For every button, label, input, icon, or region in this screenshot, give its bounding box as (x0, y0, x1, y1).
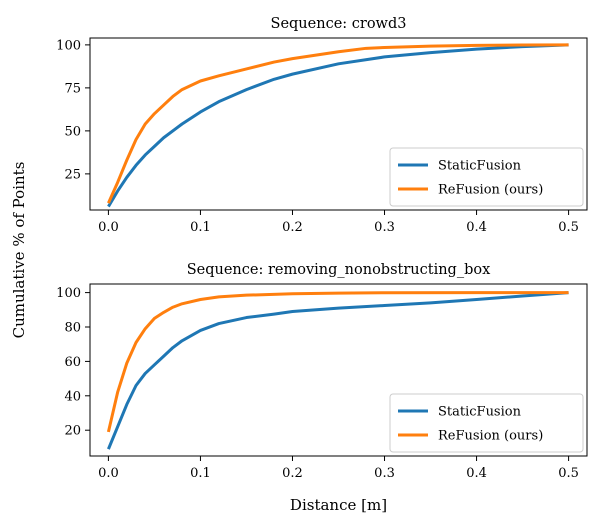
x-tick-label: 0.5 (558, 220, 579, 235)
legend-label-staticfusion: StaticFusion (438, 159, 522, 174)
y-tick-label: 50 (64, 124, 81, 139)
y-tick-label: 100 (56, 38, 81, 53)
x-tick-label: 0.2 (282, 220, 303, 235)
series-lines (106, 291, 569, 450)
legend-frame (389, 393, 584, 453)
y-tick-label: 80 (64, 321, 81, 336)
tick-group: 0.0 0.1 0.2 0.3 0.4 0.5 20 40 60 80 100 (56, 286, 579, 481)
axes-frame (89, 283, 588, 457)
y-tick-label: 60 (64, 355, 81, 370)
chart-panel-removing-nonobstructing-box: Sequence: removing_nonobstructing_box 0.… (56, 262, 588, 514)
x-tick-label: 0.0 (98, 466, 119, 481)
x-axis-label: Distance [m] (290, 496, 387, 514)
x-tick-label: 0.3 (374, 466, 395, 481)
x-tick-label: 0.4 (466, 220, 487, 235)
x-tick-label: 0.1 (190, 466, 211, 481)
legend: StaticFusion ReFusion (ours) (389, 147, 584, 207)
series-lines (107, 43, 569, 208)
legend-label-staticfusion: StaticFusion (438, 405, 522, 420)
chart-title: Sequence: removing_nonobstructing_box (187, 262, 491, 278)
legend-label-refusion: ReFusion (ours) (438, 183, 543, 198)
legend-label-refusion: ReFusion (ours) (438, 429, 543, 444)
chart-title: Sequence: crowd3 (271, 16, 407, 32)
chart-panel-crowd3: Sequence: crowd3 0.0 0.1 0.2 0.3 0.4 0.5 25 50 7… (56, 16, 588, 235)
shared-y-axis-label: Cumulative % of Points (10, 162, 28, 339)
y-tick-label: 20 (64, 424, 81, 439)
axes-frame (89, 37, 588, 211)
y-tick-label: 100 (56, 286, 81, 301)
x-tick-label: 0.1 (190, 220, 211, 235)
y-tick-label: 25 (64, 167, 81, 182)
series-line-staticfusion (107, 291, 569, 450)
x-tick-label: 0.4 (466, 466, 487, 481)
tick-group: 0.0 0.1 0.2 0.3 0.4 0.5 25 50 75 100 (56, 38, 579, 235)
series-line-refusion (106, 291, 569, 433)
x-tick-label: 0.2 (282, 466, 303, 481)
x-tick-label: 0.0 (98, 220, 119, 235)
legend-frame (389, 147, 584, 207)
x-tick-label: 0.3 (374, 220, 395, 235)
x-tick-label: 0.5 (558, 466, 579, 481)
y-tick-label: 40 (64, 389, 81, 404)
y-tick-label: 75 (64, 81, 81, 96)
series-line-staticfusion (107, 43, 569, 208)
legend: StaticFusion ReFusion (ours) (389, 393, 584, 453)
series-line-refusion (107, 43, 569, 204)
